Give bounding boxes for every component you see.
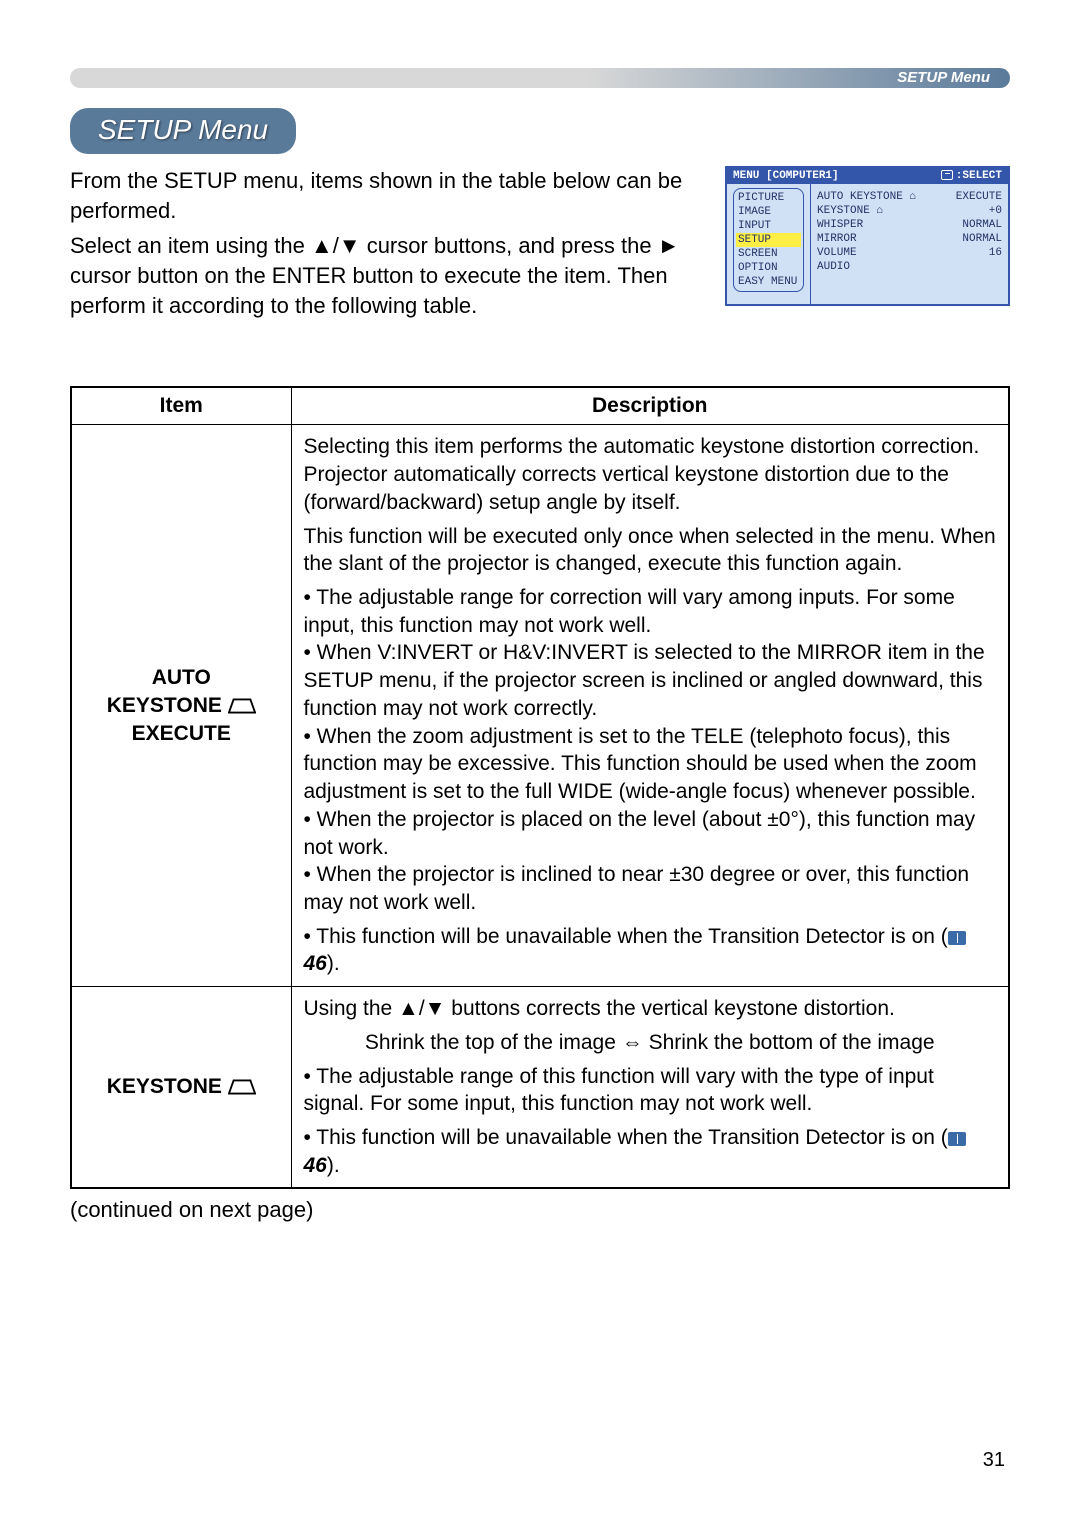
menu-key: WHISPER — [817, 219, 871, 231]
menu-key: AUTO KEYSTONE ⌂ — [817, 191, 924, 203]
menu-key: AUDIO — [817, 261, 858, 273]
menu-val: NORMAL — [962, 233, 1002, 245]
menu-right-row: AUDIO — [817, 260, 1002, 274]
intro-p1: From the SETUP menu, items shown in the … — [70, 166, 705, 225]
desc-p: Selecting this item performs the automat… — [304, 433, 997, 516]
menu-left-item: IMAGE — [736, 205, 801, 219]
menu-key: VOLUME — [817, 247, 865, 259]
desc-cell: Using the ▲/▼ buttons corrects the verti… — [291, 987, 1009, 1189]
desc-p: Shrink the top of the image ⇔ Shrink the… — [304, 1029, 997, 1057]
menu-key: MIRROR — [817, 233, 865, 245]
intro-row: From the SETUP menu, items shown in the … — [70, 166, 1010, 326]
header-label: SETUP Menu — [897, 69, 990, 86]
table-row: AUTOKEYSTONE EXECUTESelecting this item … — [71, 425, 1009, 987]
book-icon — [948, 931, 966, 945]
menu-right-row: VOLUME 16 — [817, 246, 1002, 260]
menu-left-item: SETUP — [736, 233, 801, 247]
section-title: SETUP Menu — [98, 114, 268, 145]
menu-left-item: SCREEN — [736, 247, 801, 261]
table-header-row: Item Description — [71, 387, 1009, 425]
desc-bullets: • The adjustable range for correction wi… — [304, 584, 997, 917]
menu-right-row: KEYSTONE ⌂ +0 — [817, 204, 1002, 218]
header-bar-fill — [70, 68, 1010, 88]
main-table: Item Description AUTOKEYSTONE EXECUTESel… — [70, 386, 1010, 1189]
menu-screenshot: MENU [COMPUTER1] :SELECT PICTUREIMAGEINP… — [725, 166, 1010, 306]
menu-left: PICTUREIMAGEINPUTSETUPSCREENOPTIONEASY M… — [727, 184, 811, 304]
desc-last: • This function will be unavailable when… — [304, 1124, 997, 1179]
section-title-pill: SETUP Menu — [70, 108, 296, 154]
page-ref: 46 — [304, 952, 327, 975]
menu-top-right-text: :SELECT — [956, 170, 1002, 182]
desc-cell: Selecting this item performs the automat… — [291, 425, 1009, 987]
menu-val: 16 — [989, 247, 1002, 259]
menu-left-item: OPTION — [736, 261, 801, 275]
menu-val: EXECUTE — [956, 191, 1002, 203]
desc-last: • This function will be unavailable when… — [304, 923, 997, 978]
menu-left-item: EASY MENU — [736, 275, 801, 289]
menu-top-bar: MENU [COMPUTER1] :SELECT — [727, 168, 1008, 184]
header-bar: SETUP Menu — [70, 60, 1010, 90]
menu-body: PICTUREIMAGEINPUTSETUPSCREENOPTIONEASY M… — [727, 184, 1008, 304]
th-desc: Description — [291, 387, 1009, 425]
page-ref: 46 — [304, 1154, 327, 1177]
menu-left-item: PICTURE — [736, 191, 801, 205]
page-number: 31 — [983, 1449, 1005, 1472]
book-icon — [948, 1132, 966, 1146]
intro-p2: Select an item using the ▲/▼ cursor butt… — [70, 231, 705, 320]
menu-right-row: AUTO KEYSTONE ⌂ EXECUTE — [817, 190, 1002, 204]
desc-p: This function will be executed only once… — [304, 523, 997, 578]
desc-p: Using the ▲/▼ buttons corrects the verti… — [304, 995, 997, 1023]
menu-top-left: MENU [COMPUTER1] — [733, 170, 839, 182]
menu-val: +0 — [989, 205, 1002, 217]
menu-right-row: MIRROR NORMAL — [817, 232, 1002, 246]
item-cell: KEYSTONE — [71, 987, 291, 1189]
menu-top-right: :SELECT — [941, 170, 1002, 182]
intro-text: From the SETUP menu, items shown in the … — [70, 166, 705, 326]
menu-val: NORMAL — [962, 219, 1002, 231]
item-cell: AUTOKEYSTONE EXECUTE — [71, 425, 291, 987]
select-icon — [941, 170, 953, 180]
menu-left-bubble: PICTUREIMAGEINPUTSETUPSCREENOPTIONEASY M… — [733, 188, 804, 292]
continued-text: (continued on next page) — [70, 1197, 1010, 1223]
desc-block: Using the ▲/▼ buttons corrects the verti… — [304, 995, 997, 1179]
desc-block: Selecting this item performs the automat… — [304, 433, 997, 978]
th-item: Item — [71, 387, 291, 425]
menu-right-row: WHISPER NORMAL — [817, 218, 1002, 232]
menu-right: AUTO KEYSTONE ⌂EXECUTEKEYSTONE ⌂+0WHISPE… — [811, 184, 1008, 304]
table-row: KEYSTONE Using the ▲/▼ buttons corrects … — [71, 987, 1009, 1189]
menu-key: KEYSTONE ⌂ — [817, 205, 891, 217]
menu-left-item: INPUT — [736, 219, 801, 233]
desc-bullets: • The adjustable range of this function … — [304, 1063, 997, 1118]
